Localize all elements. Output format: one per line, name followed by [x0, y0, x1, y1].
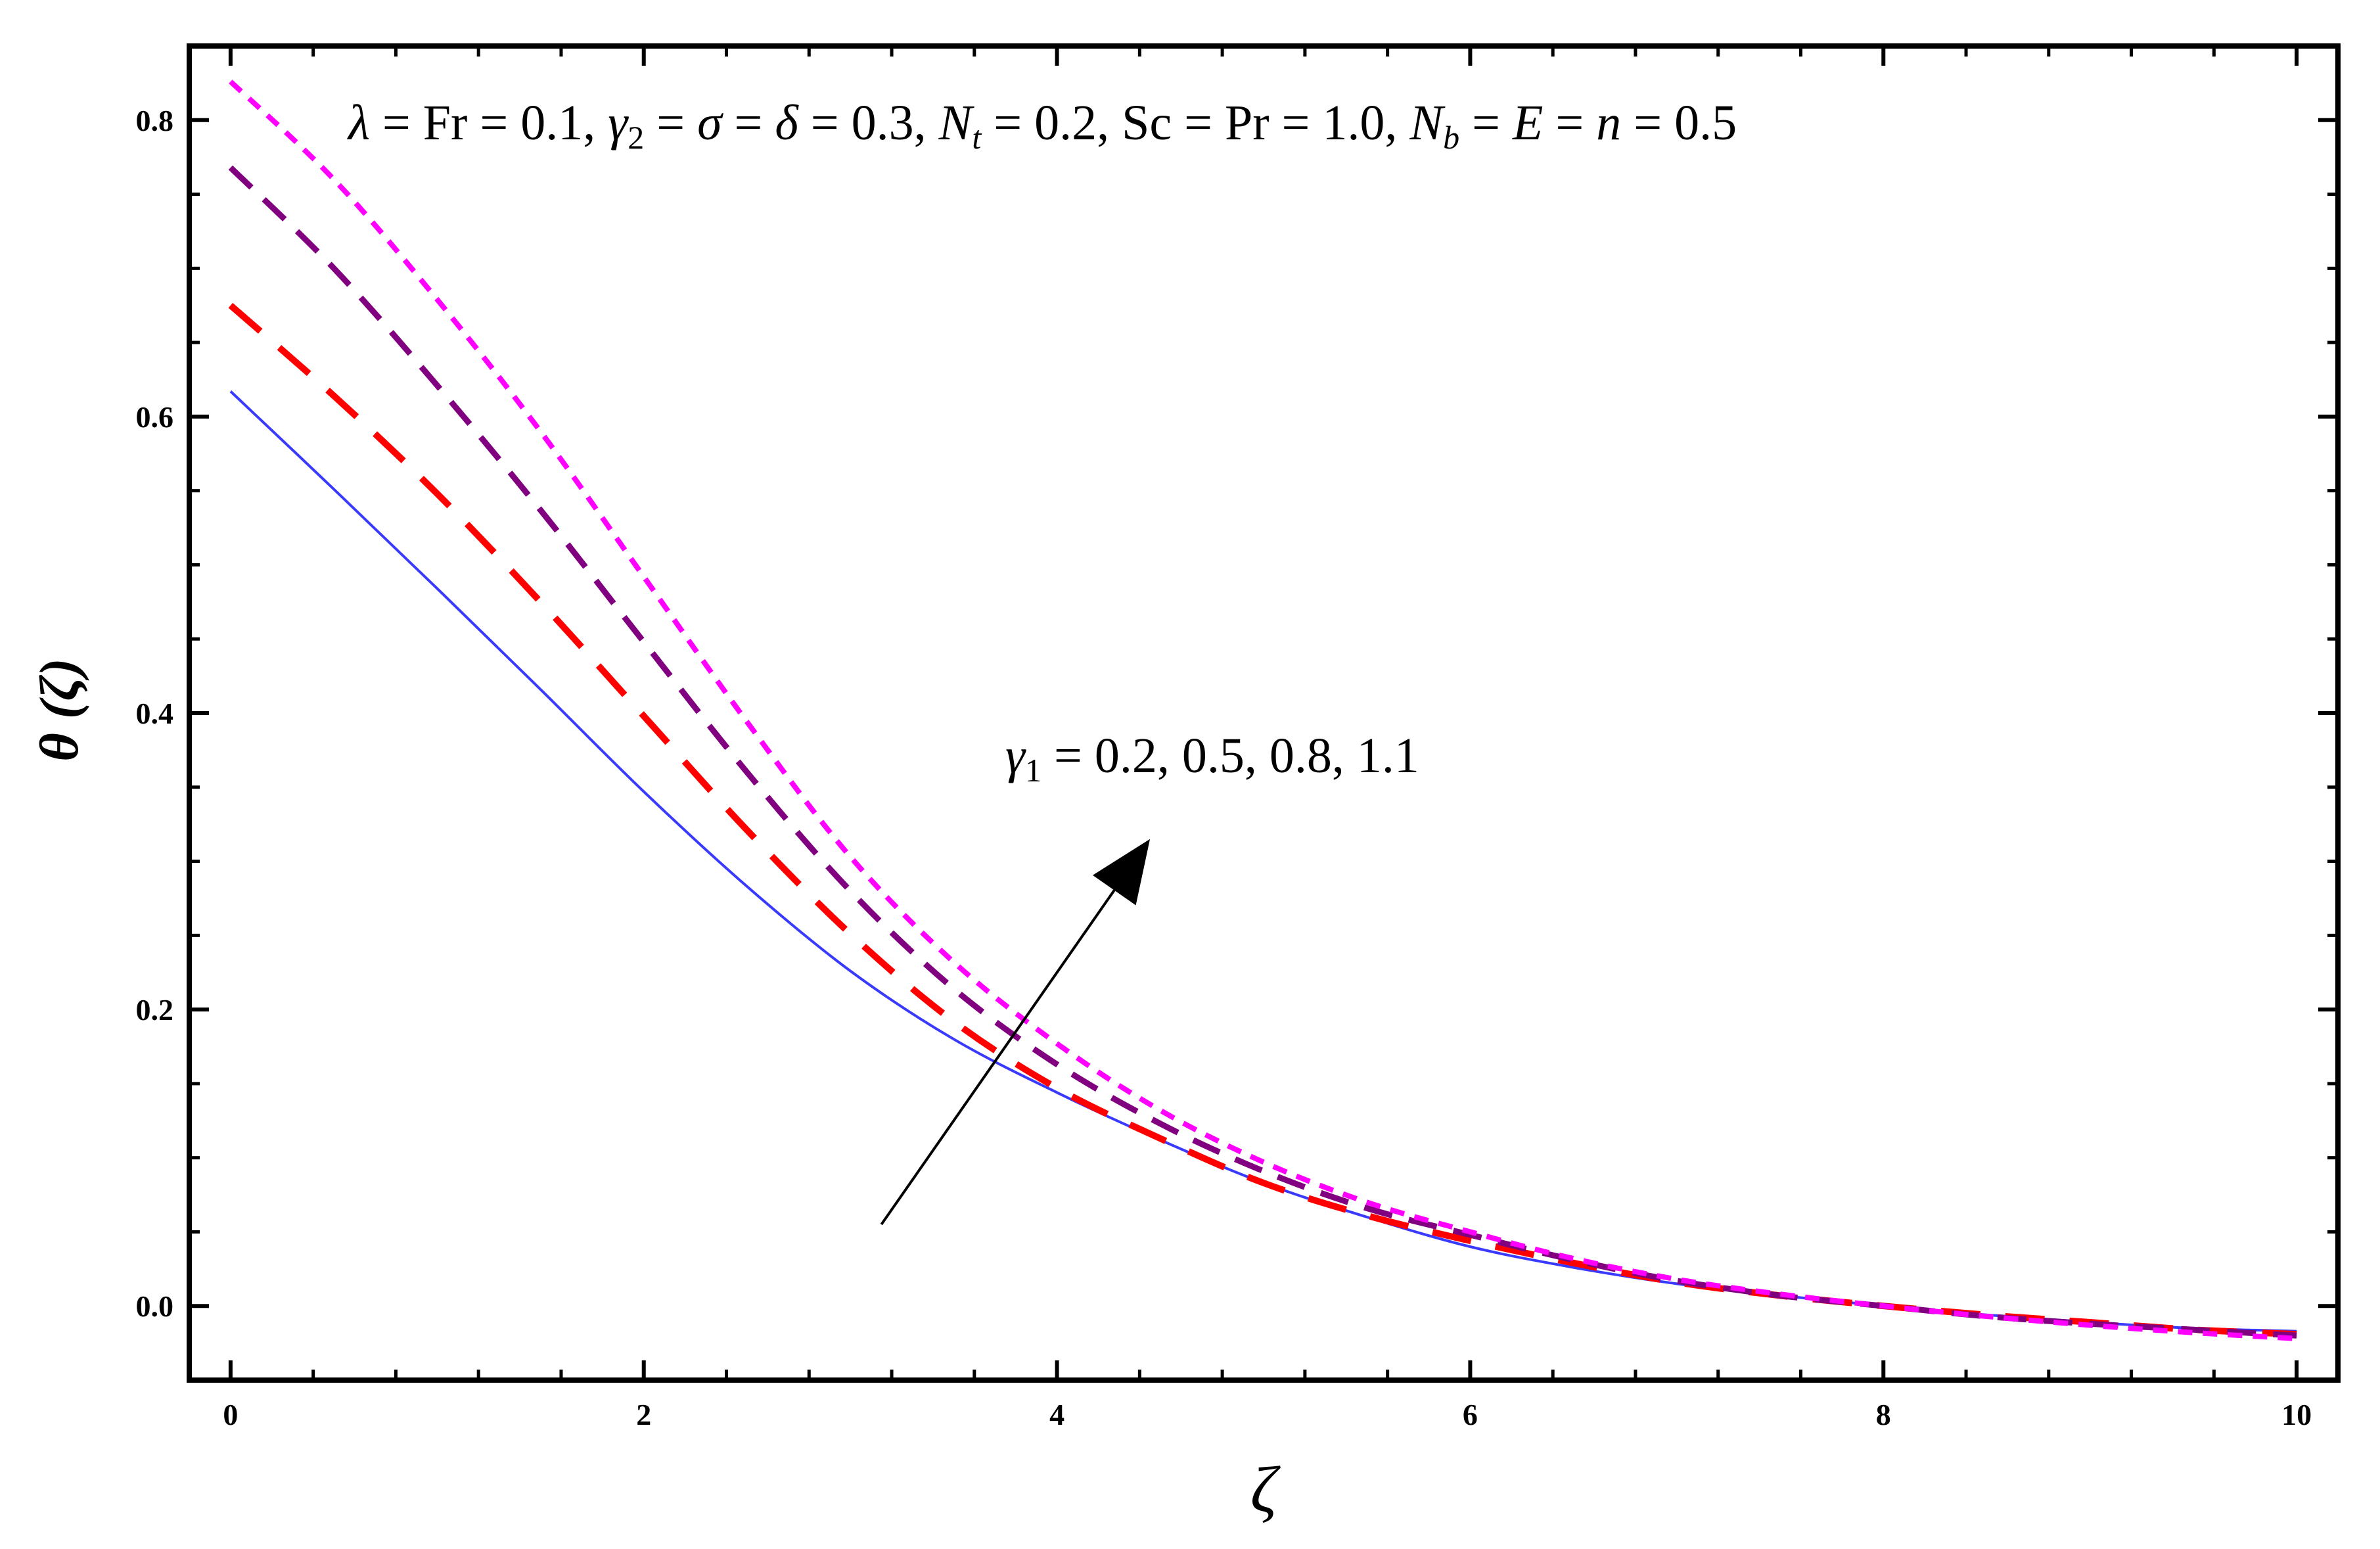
arrow-head — [1092, 839, 1151, 906]
series-line-1 — [229, 390, 2297, 1333]
series-line-4 — [229, 80, 2297, 1341]
gamma1-annotation: γ1 = 0.2, 0.5, 0.8, 1.1 — [1005, 728, 1419, 789]
series-line-2 — [228, 302, 2297, 1338]
x-axis-title: ζ — [1250, 1453, 1281, 1526]
annotation-arrow — [880, 839, 1151, 1226]
y-tick-label: 0.0 — [136, 1289, 174, 1323]
x-tick-label: 0 — [223, 1398, 238, 1431]
x-tick-label: 8 — [1876, 1398, 1891, 1431]
x-tick-label: 10 — [2281, 1398, 2312, 1431]
axis-tick-labels: 0 2 4 6 8 10 0.0 0.2 0.4 0.6 0.8 — [136, 104, 2312, 1431]
y-tick-label: 0.8 — [136, 104, 174, 137]
y-axis-title: θ (ζ) — [29, 658, 90, 762]
params-annotation: λ = Fr = 0.1, γ2 = σ = δ = 0.3, Nt = 0.2… — [347, 95, 1737, 156]
y-tick-label: 0.4 — [136, 697, 174, 730]
x-tick-label: 6 — [1463, 1398, 1478, 1431]
y-tick-label: 0.2 — [136, 993, 174, 1027]
series-group — [228, 80, 2297, 1341]
y-tick-label: 0.6 — [136, 400, 174, 434]
x-tick-label: 4 — [1049, 1398, 1064, 1431]
series-line-3 — [228, 165, 2297, 1339]
arrow-shaft — [880, 889, 1116, 1226]
axis-ticks — [189, 46, 2338, 1380]
x-tick-label: 2 — [636, 1398, 651, 1431]
